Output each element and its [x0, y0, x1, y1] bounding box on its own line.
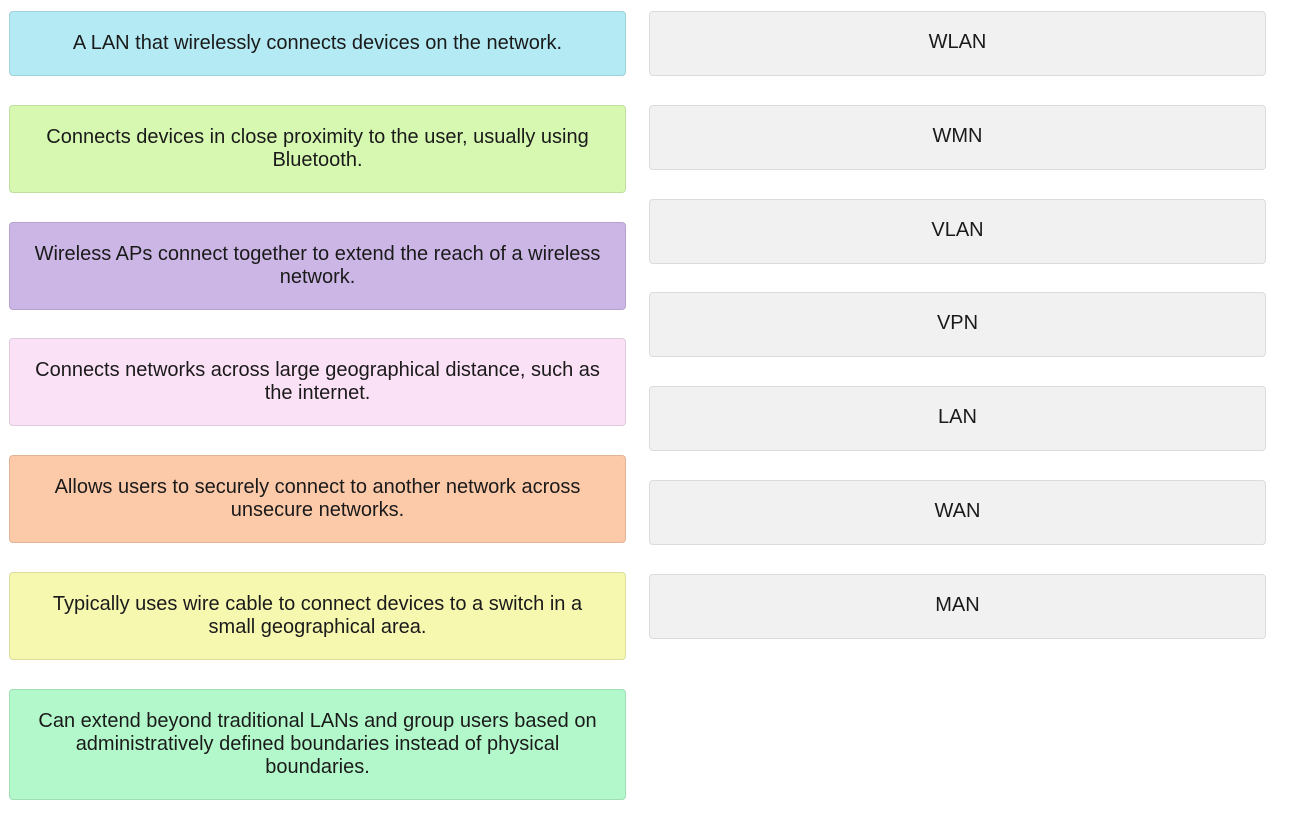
description-text: Allows users to securely connect to anot…: [54, 476, 581, 521]
term-label: LAN: [938, 406, 977, 428]
description-card-pan-def[interactable]: Connects devices in close proximity to t…: [9, 105, 626, 193]
term-label: WAN: [934, 500, 981, 522]
term-label: MAN: [935, 594, 980, 616]
term-label: VLAN: [931, 219, 984, 241]
description-card-vlan-def[interactable]: Can extend beyond traditional LANs and g…: [9, 689, 626, 800]
description-card-wlan-def[interactable]: A LAN that wirelessly connects devices o…: [9, 11, 626, 76]
term-card-wan[interactable]: WAN: [649, 480, 1266, 545]
description-text: Typically uses wire cable to connect dev…: [52, 593, 583, 638]
description-text: A LAN that wirelessly connects devices o…: [72, 32, 563, 54]
term-card-wlan[interactable]: WLAN: [649, 11, 1266, 76]
term-card-wmn[interactable]: WMN: [649, 105, 1266, 170]
term-card-man[interactable]: MAN: [649, 574, 1266, 639]
description-card-wan-def[interactable]: Connects networks across large geographi…: [9, 338, 626, 426]
term-label: WMN: [932, 125, 983, 147]
description-card-vpn-def[interactable]: Allows users to securely connect to anot…: [9, 455, 626, 543]
term-card-vpn[interactable]: VPN: [649, 292, 1266, 357]
term-label: WLAN: [928, 31, 987, 53]
description-text: Wireless APs connect together to extend …: [34, 243, 601, 288]
description-text: Connects devices in close proximity to t…: [46, 126, 589, 171]
description-text: Connects networks across large geographi…: [35, 359, 600, 404]
description-text: Can extend beyond traditional LANs and g…: [38, 710, 597, 778]
term-card-lan[interactable]: LAN: [649, 386, 1266, 451]
term-label: VPN: [936, 312, 979, 334]
term-card-vlan[interactable]: VLAN: [649, 199, 1266, 264]
description-card-wmn-def[interactable]: Wireless APs connect together to extend …: [9, 222, 626, 310]
description-card-lan-def[interactable]: Typically uses wire cable to connect dev…: [9, 572, 626, 660]
